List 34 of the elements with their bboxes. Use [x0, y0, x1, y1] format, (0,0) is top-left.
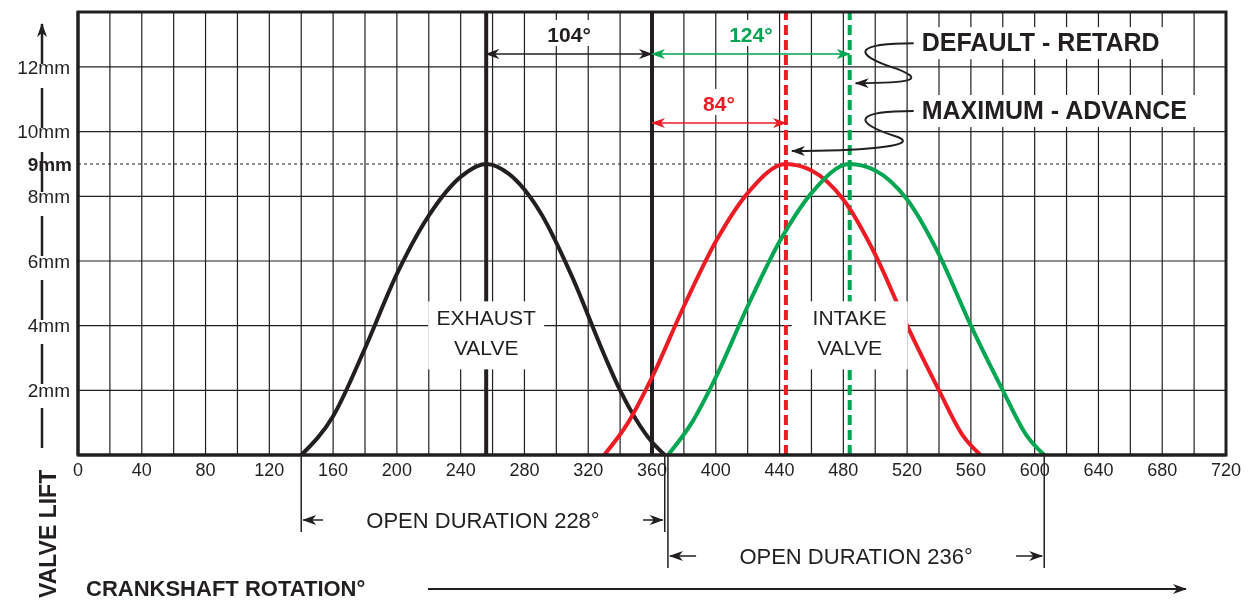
annotation: MAXIMUM - ADVANCE [921, 96, 1187, 125]
annotation: 84° [703, 92, 735, 115]
text: OPEN DURATION 228° [366, 508, 600, 533]
y-axis-title: VALVE LIFT [35, 469, 61, 598]
annotation: DEFAULT - RETARD [921, 28, 1160, 57]
x-tick-label: 160 [318, 459, 349, 480]
y-tick-label: 12mm [17, 56, 70, 78]
x-tick-label: 0 [72, 459, 84, 480]
x-tick-label: 80 [195, 459, 216, 480]
annotation: 124° [729, 23, 773, 46]
text: OPEN DURATION 236° [739, 544, 973, 569]
x-tick-label: 440 [764, 459, 795, 480]
x-tick-label: 640 [1083, 459, 1114, 480]
x-tick-label: 200 [381, 459, 412, 480]
annotation: INTAKE VALVE [812, 306, 887, 360]
x-tick-label: 720 [1210, 459, 1242, 480]
y-tick-label: 4mm [27, 315, 70, 337]
x-tick-label: 280 [509, 459, 540, 480]
x-axis-title: CRANKSHAFT ROTATION° [86, 576, 366, 601]
y-tick-label: 10mm [17, 121, 70, 143]
y-tick-label: 6mm [27, 250, 70, 272]
y-tick-label: 2mm [27, 380, 70, 402]
x-tick-label: 240 [445, 459, 476, 480]
x-tick-label: 120 [254, 459, 285, 480]
x-tick-label: 680 [1147, 459, 1178, 480]
x-tick-label: 320 [573, 459, 604, 480]
x-tick-label: 400 [700, 459, 731, 480]
y-tick-label: 8mm [27, 186, 70, 208]
x-tick-label: 40 [131, 459, 152, 480]
x-tick-label: 520 [892, 459, 923, 480]
annotation: 104° [547, 23, 591, 46]
x-tick-label: 560 [955, 459, 986, 480]
x-tick-label: 480 [828, 459, 859, 480]
annotation: EXHAUST VALVE [436, 306, 536, 360]
